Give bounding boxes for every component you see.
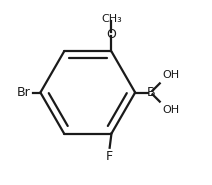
- Text: B: B: [146, 86, 155, 99]
- Text: O: O: [106, 28, 116, 41]
- Text: Br: Br: [17, 86, 30, 99]
- Text: CH₃: CH₃: [101, 14, 122, 24]
- Text: OH: OH: [163, 70, 180, 80]
- Text: OH: OH: [163, 105, 180, 115]
- Text: F: F: [106, 150, 113, 163]
